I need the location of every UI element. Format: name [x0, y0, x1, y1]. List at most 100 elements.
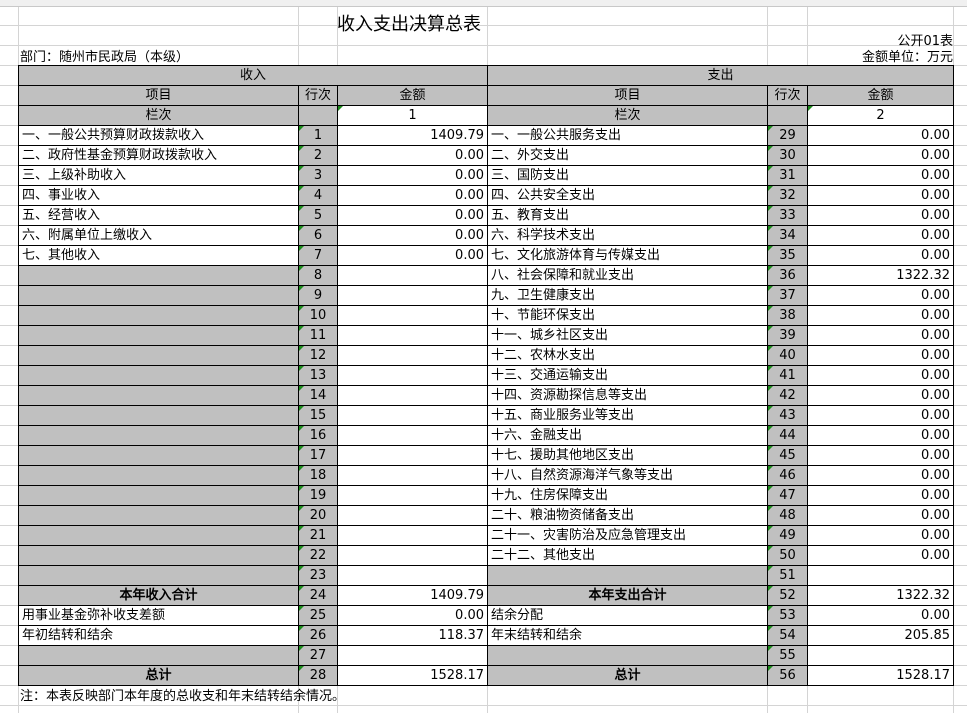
income-item[interactable] — [18, 305, 299, 326]
column-header-bar[interactable] — [0, 0, 967, 7]
income-line-no[interactable]: 16 — [298, 425, 338, 446]
expense-item[interactable]: 四、公共安全支出 — [487, 185, 768, 206]
income-item[interactable] — [18, 465, 299, 486]
income-amount[interactable] — [337, 405, 488, 426]
expense-line-no[interactable]: 52 — [767, 585, 808, 606]
income-line-no[interactable]: 20 — [298, 505, 338, 526]
income-amount[interactable] — [337, 505, 488, 526]
income-amount[interactable] — [337, 645, 488, 666]
expense-line-no[interactable]: 39 — [767, 325, 808, 346]
income-item[interactable] — [18, 385, 299, 406]
income-amount[interactable] — [337, 525, 488, 546]
expense-amount[interactable]: 0.00 — [807, 485, 954, 506]
income-line-no[interactable]: 22 — [298, 545, 338, 566]
income-line-no[interactable]: 26 — [298, 625, 338, 646]
expense-item[interactable]: 八、社会保障和就业支出 — [487, 265, 768, 286]
expense-line-no[interactable]: 51 — [767, 565, 808, 586]
income-line-no[interactable]: 8 — [298, 265, 338, 286]
income-item[interactable] — [18, 345, 299, 366]
income-line-no[interactable]: 14 — [298, 385, 338, 406]
income-amount[interactable] — [337, 305, 488, 326]
income-amount[interactable]: 1409.79 — [337, 585, 488, 606]
expense-amount[interactable]: 0.00 — [807, 345, 954, 366]
income-item[interactable] — [18, 405, 299, 426]
income-item[interactable] — [18, 265, 299, 286]
expense-item[interactable]: 十一、城乡社区支出 — [487, 325, 768, 346]
income-line-no[interactable]: 23 — [298, 565, 338, 586]
expense-amount[interactable] — [807, 565, 954, 586]
income-line-no[interactable]: 19 — [298, 485, 338, 506]
expense-amount[interactable]: 0.00 — [807, 405, 954, 426]
income-amount[interactable]: 1528.17 — [337, 665, 488, 686]
income-item[interactable]: 五、经营收入 — [18, 205, 299, 226]
income-line-no[interactable]: 9 — [298, 285, 338, 306]
expense-line-no[interactable]: 48 — [767, 505, 808, 526]
expense-line-no[interactable]: 30 — [767, 145, 808, 166]
income-amount[interactable] — [337, 465, 488, 486]
income-item[interactable] — [18, 645, 299, 666]
expense-amount[interactable]: 0.00 — [807, 425, 954, 446]
expense-item[interactable]: 二十、粮油物资储备支出 — [487, 505, 768, 526]
expense-amount[interactable]: 0.00 — [807, 605, 954, 626]
income-item[interactable] — [18, 445, 299, 466]
expense-item[interactable]: 十八、自然资源海洋气象等支出 — [487, 465, 768, 486]
expense-item[interactable]: 十六、金融支出 — [487, 425, 768, 446]
expense-item[interactable]: 三、国防支出 — [487, 165, 768, 186]
expense-line-no[interactable]: 31 — [767, 165, 808, 186]
expense-item[interactable]: 二十二、其他支出 — [487, 545, 768, 566]
expense-line-no[interactable]: 35 — [767, 245, 808, 266]
expense-amount[interactable]: 0.00 — [807, 145, 954, 166]
income-line-no[interactable]: 10 — [298, 305, 338, 326]
income-amount[interactable] — [337, 265, 488, 286]
expense-line-no[interactable]: 32 — [767, 185, 808, 206]
income-item[interactable] — [18, 425, 299, 446]
income-amount[interactable] — [337, 425, 488, 446]
expense-line-no[interactable]: 29 — [767, 125, 808, 146]
expense-item[interactable]: 十五、商业服务业等支出 — [487, 405, 768, 426]
income-amount[interactable]: 118.37 — [337, 625, 488, 646]
expense-item[interactable]: 七、文化旅游体育与传媒支出 — [487, 245, 768, 266]
expense-item[interactable]: 总计 — [487, 665, 768, 686]
expense-line-no[interactable]: 54 — [767, 625, 808, 646]
income-line-no[interactable]: 5 — [298, 205, 338, 226]
expense-item[interactable]: 九、卫生健康支出 — [487, 285, 768, 306]
income-item[interactable] — [18, 565, 299, 586]
income-line-no[interactable]: 27 — [298, 645, 338, 666]
income-amount[interactable] — [337, 565, 488, 586]
income-item[interactable]: 二、政府性基金预算财政拨款收入 — [18, 145, 299, 166]
expense-item[interactable] — [487, 565, 768, 586]
expense-item[interactable]: 年末结转和结余 — [487, 625, 768, 646]
expense-amount[interactable]: 0.00 — [807, 225, 954, 246]
expense-amount[interactable]: 205.85 — [807, 625, 954, 646]
income-item[interactable]: 三、上级补助收入 — [18, 165, 299, 186]
expense-amount[interactable]: 0.00 — [807, 185, 954, 206]
expense-line-no[interactable]: 45 — [767, 445, 808, 466]
expense-item[interactable]: 十九、住房保障支出 — [487, 485, 768, 506]
income-item[interactable] — [18, 365, 299, 386]
expense-amount[interactable]: 0.00 — [807, 465, 954, 486]
expense-item[interactable]: 十、节能环保支出 — [487, 305, 768, 326]
expense-line-no[interactable]: 44 — [767, 425, 808, 446]
income-item[interactable]: 用事业基金弥补收支差额 — [18, 605, 299, 626]
income-amount[interactable] — [337, 485, 488, 506]
expense-amount[interactable]: 1528.17 — [807, 665, 954, 686]
income-item[interactable] — [18, 525, 299, 546]
expense-line-no[interactable]: 53 — [767, 605, 808, 626]
expense-item[interactable]: 十四、资源勘探信息等支出 — [487, 385, 768, 406]
income-amount[interactable] — [337, 545, 488, 566]
expense-amount[interactable]: 0.00 — [807, 445, 954, 466]
expense-amount[interactable]: 0.00 — [807, 305, 954, 326]
income-amount[interactable] — [337, 445, 488, 466]
income-line-no[interactable]: 25 — [298, 605, 338, 626]
expense-line-no[interactable]: 33 — [767, 205, 808, 226]
expense-amount[interactable]: 0.00 — [807, 205, 954, 226]
expense-amount[interactable]: 1322.32 — [807, 585, 954, 606]
income-amount[interactable]: 0.00 — [337, 185, 488, 206]
income-item[interactable]: 年初结转和结余 — [18, 625, 299, 646]
expense-item[interactable]: 十三、交通运输支出 — [487, 365, 768, 386]
expense-line-no[interactable]: 50 — [767, 545, 808, 566]
income-line-no[interactable]: 2 — [298, 145, 338, 166]
income-line-no[interactable]: 12 — [298, 345, 338, 366]
income-amount[interactable]: 0.00 — [337, 605, 488, 626]
income-item[interactable] — [18, 325, 299, 346]
